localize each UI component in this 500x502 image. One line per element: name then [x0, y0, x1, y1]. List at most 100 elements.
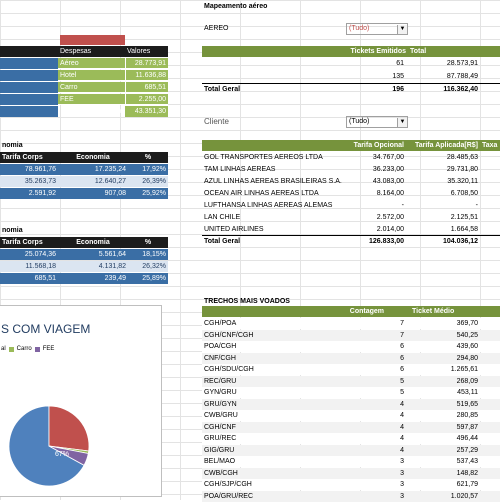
- economy1-header-economia: Economia: [76, 154, 110, 161]
- expenses-category: Carro: [58, 82, 125, 93]
- chart-title: S COM VIAGEM: [1, 322, 91, 336]
- route-count: 4: [400, 400, 404, 408]
- legend-item-aereo: al: [1, 346, 6, 352]
- client-tarifa-opcional: 34.767,00: [372, 154, 404, 161]
- economy2-header-percent: %: [144, 239, 152, 246]
- air-map-filter-value: (Tudo): [349, 25, 370, 32]
- expenses-category: Aéreo: [58, 58, 125, 69]
- route-count: 4: [400, 435, 404, 442]
- route-count: 7: [400, 320, 404, 327]
- route-name: GRU/REC: [204, 435, 237, 442]
- route-count: 3: [400, 469, 404, 477]
- economy1-row: 78.961,76 17.235,24 17,92%: [0, 164, 168, 175]
- route-name: POA/CGH: [204, 343, 237, 350]
- route-name: GYN/GRU: [204, 389, 237, 396]
- expenses-row: Aéreo 28.773,91: [0, 58, 168, 69]
- routes-title: TRECHOS MAIS VOADOS: [204, 298, 290, 305]
- filter-icon[interactable]: ▼: [397, 117, 407, 127]
- client-row: LAN CHILE 2.572,00 2.125,51: [202, 212, 480, 223]
- air-map-title: Mapeamento aéreo: [204, 3, 268, 10]
- client-header-tarifa-opcional: Tarifa Opcional: [353, 142, 404, 149]
- client-tarifa-aplicada: -: [475, 202, 478, 209]
- route-name: CWB/CGH: [204, 469, 238, 477]
- routes-row: BEL/MAO 3 537,43: [202, 456, 500, 467]
- client-tarifa-aplicada: 6.708,50: [450, 190, 478, 197]
- route-ticket: 496,44: [456, 435, 478, 442]
- routes-row: POA/GRU/REC 3 1.020,57: [202, 490, 500, 502]
- expenses-header-valores: Valores: [125, 46, 168, 57]
- legend-swatch-carro: [8, 346, 14, 352]
- expenses-total-cells: Total 43.351,30: [86, 106, 168, 117]
- client-filter-dropdown[interactable]: (Tudo) ▼: [346, 116, 408, 128]
- client-row: LUFTHANSA LINHAS AEREAS ALEMAS - -: [202, 200, 480, 211]
- client-row: OCEAN AIR LINHAS AEREAS LTDA 8.164,00 6.70…: [202, 188, 480, 199]
- economy2-row: 11.568,18 4.131,82 26,32%: [0, 261, 168, 272]
- pie-slice-1[interactable]: [48, 405, 90, 452]
- client-tarifa-opcional: 2.014,00: [376, 226, 404, 233]
- air-map-total-row: Total Geral 196 116.362,40: [202, 83, 500, 95]
- routes-row: CGH/CNF/CGH 7 540,25: [202, 329, 500, 341]
- routes-row: GIG/GRU 4 257,29: [202, 444, 500, 456]
- client-total-aplicada: 104.036,12: [442, 238, 478, 245]
- air-map-row: 135 87.788,49: [202, 71, 480, 82]
- routes-row: CNF/CGH 6 294,80: [202, 352, 500, 364]
- economy2-header-tarifa: Tarifa Corps: [2, 239, 43, 246]
- routes-row: GRU/GYN 4 519,65: [202, 398, 500, 410]
- economy2-tarifa: 685,51: [0, 273, 58, 284]
- route-ticket: 294,80: [456, 354, 478, 362]
- client-tarifa-aplicada: 2.125,51: [450, 214, 478, 221]
- pie-slice-0[interactable]: [8, 405, 85, 487]
- client-header-tarifa-aplicada: Tarifa Aplicada[R$]: [414, 142, 478, 149]
- air-map-value: 28.573,91: [446, 60, 478, 67]
- air-map-total-tickets: 196: [392, 86, 404, 93]
- route-ticket: 439,60: [456, 343, 478, 350]
- route-name: CGH/SDU/CGH: [204, 366, 254, 373]
- routes-row: GYN/GRU 5 453,11: [202, 387, 500, 398]
- route-name: CGH/CNF/CGH: [204, 331, 254, 339]
- route-ticket: 519,65: [456, 400, 478, 408]
- route-ticket: 537,43: [456, 458, 478, 465]
- client-row: AZUL LINHAS AEREAS BRASILEIRAS S.A. 43.08…: [202, 176, 480, 187]
- route-ticket: 148,82: [456, 469, 478, 477]
- client-airline: OCEAN AIR LINHAS AEREAS LTDA: [204, 190, 319, 197]
- economy2-tarifa: 25.074,36: [0, 249, 58, 260]
- economy1-row: 2.591,92 907,08 25,92%: [0, 188, 168, 199]
- route-ticket: 280,85: [456, 412, 478, 419]
- expenses-value: 28.773,91: [125, 58, 168, 69]
- route-ticket: 369,70: [456, 320, 478, 327]
- route-count: 4: [400, 446, 404, 454]
- economy2-economia: 4.131,82: [58, 261, 128, 272]
- red-header-tab: [60, 35, 125, 45]
- routes-row: CGH/POA 7 369,70: [202, 318, 500, 329]
- route-count: 6: [400, 366, 404, 373]
- route-ticket: 1.265,61: [450, 366, 478, 373]
- route-ticket: 597,87: [456, 423, 478, 431]
- client-tarifa-opcional: 2.572,00: [376, 214, 404, 221]
- economy1-row: 35.263,73 12.640,27 26,39%: [0, 176, 168, 187]
- economy1-tarifa: 2.591,92: [0, 188, 58, 199]
- chevron-down-icon[interactable]: ▼: [397, 24, 407, 34]
- air-map-filter-label: AEREO: [204, 25, 229, 32]
- client-row: GOL TRANSPORTES AEREOS LTDA 34.767,00 28.4…: [202, 152, 480, 163]
- client-tarifa-aplicada: 1.664,58: [450, 226, 478, 233]
- client-filter-label: Cliente: [204, 117, 229, 126]
- client-airline: LAN CHILE: [204, 214, 241, 221]
- legend-item-carro: Carro: [16, 346, 32, 352]
- economy2-economia: 5.561,64: [58, 249, 128, 260]
- pie-svg: [8, 405, 90, 487]
- route-name: CWB/GRU: [204, 412, 238, 419]
- client-airline: AZUL LINHAS AEREAS BRASILEIRAS S.A.: [204, 178, 342, 185]
- economy2-title: nomia: [2, 227, 23, 234]
- air-map-filter-dropdown[interactable]: (Tudo) ▼: [346, 23, 408, 35]
- route-count: 3: [400, 481, 404, 488]
- client-airline: GOL TRANSPORTES AEREOS LTDA: [204, 154, 323, 161]
- expenses-pie-chart[interactable]: S COM VIAGEM al Carro FEE 67%: [0, 305, 162, 497]
- route-count: 6: [400, 354, 404, 362]
- route-count: 5: [400, 389, 404, 396]
- client-filter-value: (Tudo): [349, 118, 370, 125]
- route-ticket: 1.020,57: [450, 492, 478, 500]
- expenses-category: FEE: [58, 94, 125, 105]
- pie-slice-3[interactable]: [48, 445, 89, 466]
- route-count: 5: [400, 377, 404, 385]
- expenses-row: Hotel 11.636,88: [0, 70, 168, 81]
